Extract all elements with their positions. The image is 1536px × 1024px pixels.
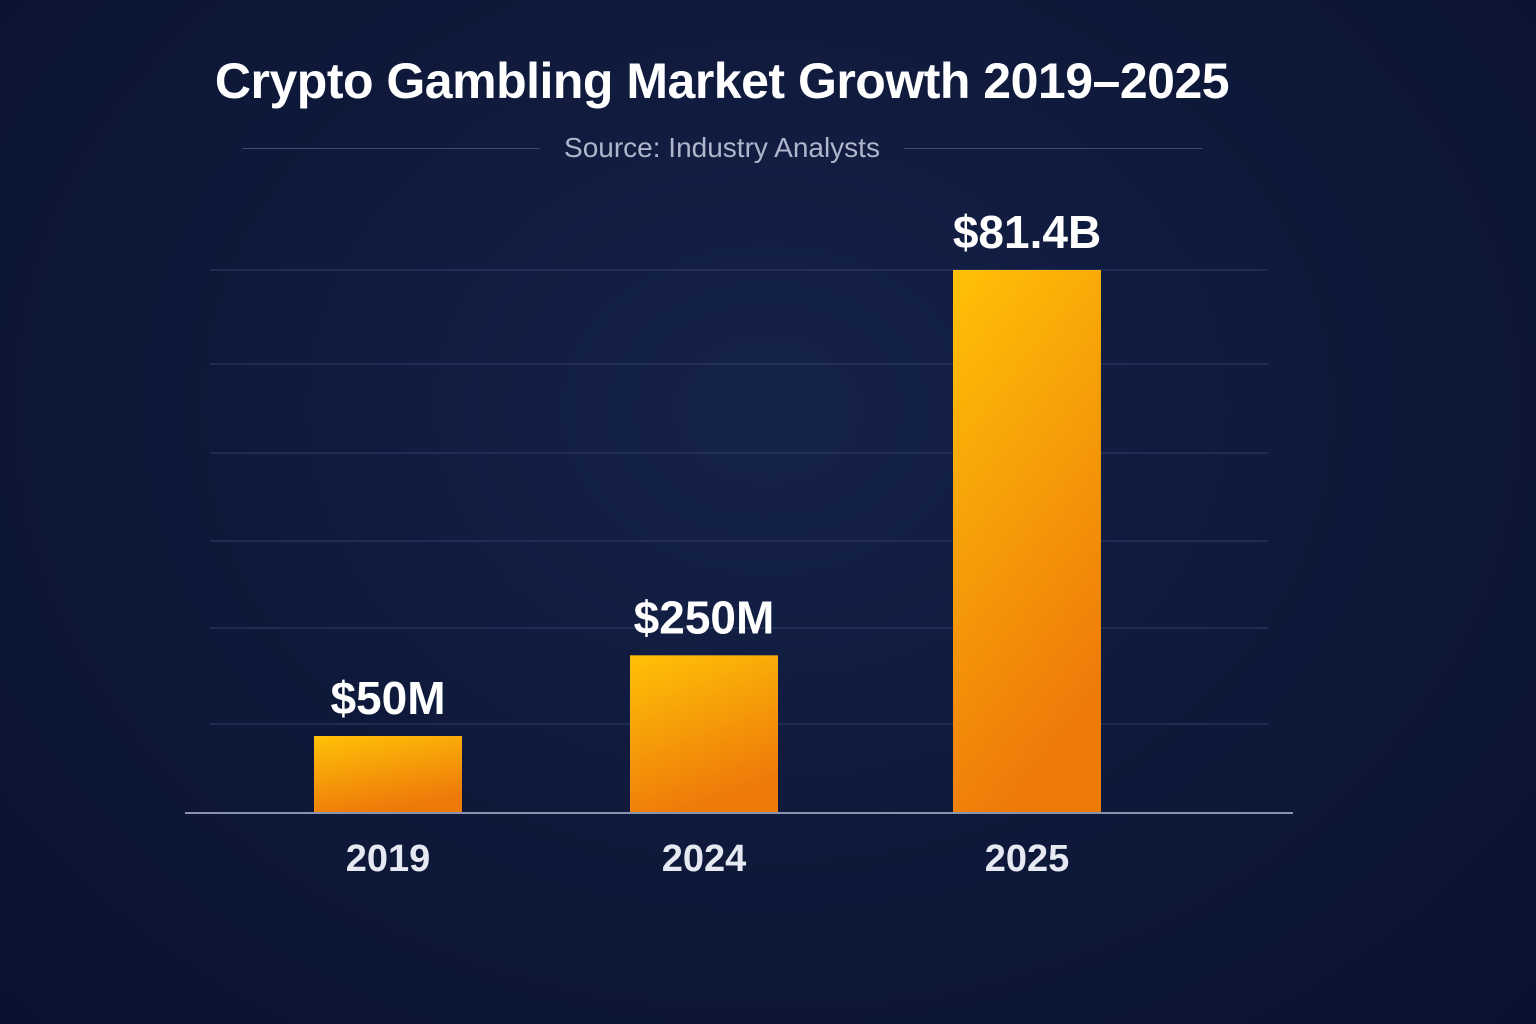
x-tick-labels: 2019 2024 2025	[346, 838, 1070, 880]
subtitle-rule-right	[903, 147, 1202, 149]
bar-2019	[314, 736, 462, 813]
bar-2024	[630, 655, 778, 813]
data-label-2024: $250M	[634, 591, 775, 643]
subtitle-row: Source: Industry Analysts	[242, 132, 1202, 164]
chart-subtitle: Source: Industry Analysts	[564, 132, 880, 163]
x-tick-2025: 2025	[985, 838, 1070, 880]
data-label-2019: $50M	[330, 672, 445, 724]
x-tick-2024: 2024	[662, 838, 747, 880]
data-labels: $50M $250M $81.4B	[330, 206, 1101, 724]
bar-2025	[953, 270, 1101, 813]
bars	[314, 270, 1101, 813]
subtitle-rule-left	[242, 147, 541, 149]
data-label-2025: $81.4B	[953, 206, 1101, 258]
chart-title: Crypto Gambling Market Growth 2019–2025	[214, 53, 1230, 109]
x-tick-2019: 2019	[346, 838, 431, 880]
